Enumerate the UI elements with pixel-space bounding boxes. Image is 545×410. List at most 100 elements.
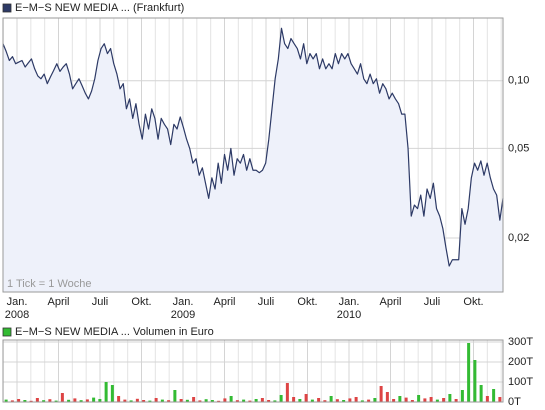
- x-tick-year: 2008: [5, 309, 29, 321]
- volume-bar: [148, 400, 152, 402]
- volume-bar: [248, 400, 252, 402]
- volume-bar: [235, 400, 239, 402]
- volume-bar: [29, 400, 33, 402]
- volume-bar: [335, 399, 339, 402]
- volume-bar: [373, 398, 377, 402]
- x-tick-label: Jan.: [339, 296, 360, 308]
- volume-bar: [42, 400, 46, 402]
- volume-bar: [73, 398, 77, 402]
- y-tick-label: 0,05: [508, 142, 529, 154]
- volume-bar: [204, 399, 208, 402]
- volume-bar: [279, 395, 283, 402]
- volume-bar: [48, 399, 52, 402]
- legend-swatch: [2, 3, 12, 13]
- x-tick-label: Juli: [424, 296, 441, 308]
- volume-bar: [98, 399, 102, 402]
- plot-border: [2, 339, 504, 403]
- volume-bar: [104, 382, 108, 402]
- volume-bar: [167, 400, 171, 402]
- volume-bar: [467, 343, 471, 402]
- volume-bar: [317, 398, 321, 402]
- volume-bar: [192, 397, 196, 402]
- volume-bar: [485, 396, 489, 402]
- volume-bar: [229, 396, 233, 402]
- volume-bar: [60, 393, 64, 402]
- volume-bar: [160, 399, 164, 402]
- volume-bar: [142, 400, 146, 402]
- x-tick-label: Jan.: [173, 296, 194, 308]
- volume-bar: [385, 392, 389, 402]
- volume-bar: [123, 399, 127, 402]
- volume-bar: [404, 397, 408, 402]
- volume-bar: [217, 400, 221, 402]
- volume-bar: [79, 400, 83, 402]
- volume-bar: [354, 397, 358, 402]
- volume-bar: [473, 360, 477, 402]
- y-tick-label: 0,02: [508, 232, 529, 244]
- volume-bar: [198, 400, 202, 402]
- volume-bar: [285, 383, 289, 402]
- volume-bar: [329, 396, 333, 402]
- x-tick-label: April: [47, 296, 69, 308]
- x-tick-label: Juli: [92, 296, 109, 308]
- volume-bar: [304, 394, 308, 402]
- volume-bar: [223, 398, 227, 402]
- price-line: [2, 27, 504, 267]
- x-tick-label: April: [379, 296, 401, 308]
- volume-bar: [242, 399, 246, 402]
- volume-bar: [17, 399, 21, 402]
- x-tick-label: Okt.: [131, 296, 151, 308]
- volume-bar: [417, 395, 421, 402]
- volume-bar: [448, 394, 452, 402]
- volume-bar: [298, 399, 302, 402]
- legend-label: E−M−S NEW MEDIA ... Volumen in Euro: [15, 326, 214, 338]
- volume-bar: [479, 385, 483, 402]
- volume-bar: [185, 399, 189, 402]
- volume-bar: [498, 397, 502, 402]
- volume-bar: [10, 400, 14, 402]
- area: [3, 28, 503, 292]
- volume-bar: [429, 397, 433, 402]
- volume-bar: [85, 399, 89, 402]
- volume-bar: [179, 399, 183, 402]
- y-tick-label: 300T: [508, 336, 533, 348]
- volume-bar: [310, 399, 314, 402]
- x-tick-label: April: [213, 296, 235, 308]
- volume-bar: [323, 400, 327, 402]
- volume-bar: [360, 400, 364, 402]
- x-tick-label: Juli: [258, 296, 275, 308]
- x-tick-label: Okt.: [463, 296, 483, 308]
- volume-bar: [154, 398, 158, 402]
- volume-bar: [392, 399, 396, 402]
- legend-label: E−M−S NEW MEDIA ... (Frankfurt): [15, 2, 184, 14]
- volume-bar: [273, 400, 277, 402]
- volume-bar: [423, 398, 427, 402]
- x-tick-year: 2010: [337, 309, 361, 321]
- volume-bar: [54, 400, 58, 402]
- volume-bar: [260, 398, 264, 402]
- annotation: 1 Tick = 1 Woche: [7, 278, 91, 290]
- volume-bar: [454, 399, 458, 402]
- volume-bar: [410, 400, 414, 402]
- legend-swatch: [2, 327, 12, 337]
- volume-bar: [135, 398, 139, 402]
- y-tick-label: 0T: [508, 396, 521, 408]
- volume-bar: [254, 399, 258, 402]
- x-tick-label: Jan.: [7, 296, 28, 308]
- volume-bar: [267, 400, 271, 402]
- x-tick-year: 2009: [171, 309, 195, 321]
- volume-bar: [292, 397, 296, 402]
- y-tick-label: 0,10: [508, 75, 529, 87]
- plot-border: [2, 17, 504, 293]
- volume-bar: [367, 399, 371, 402]
- plot-background: [3, 340, 503, 402]
- volume-bar: [129, 400, 133, 402]
- volume-bar: [342, 400, 346, 402]
- volume-bar: [173, 390, 177, 402]
- y-tick-label: 100T: [508, 376, 533, 388]
- volume-bar: [4, 399, 8, 402]
- volume-bar: [442, 398, 446, 402]
- volume-bar: [460, 390, 464, 402]
